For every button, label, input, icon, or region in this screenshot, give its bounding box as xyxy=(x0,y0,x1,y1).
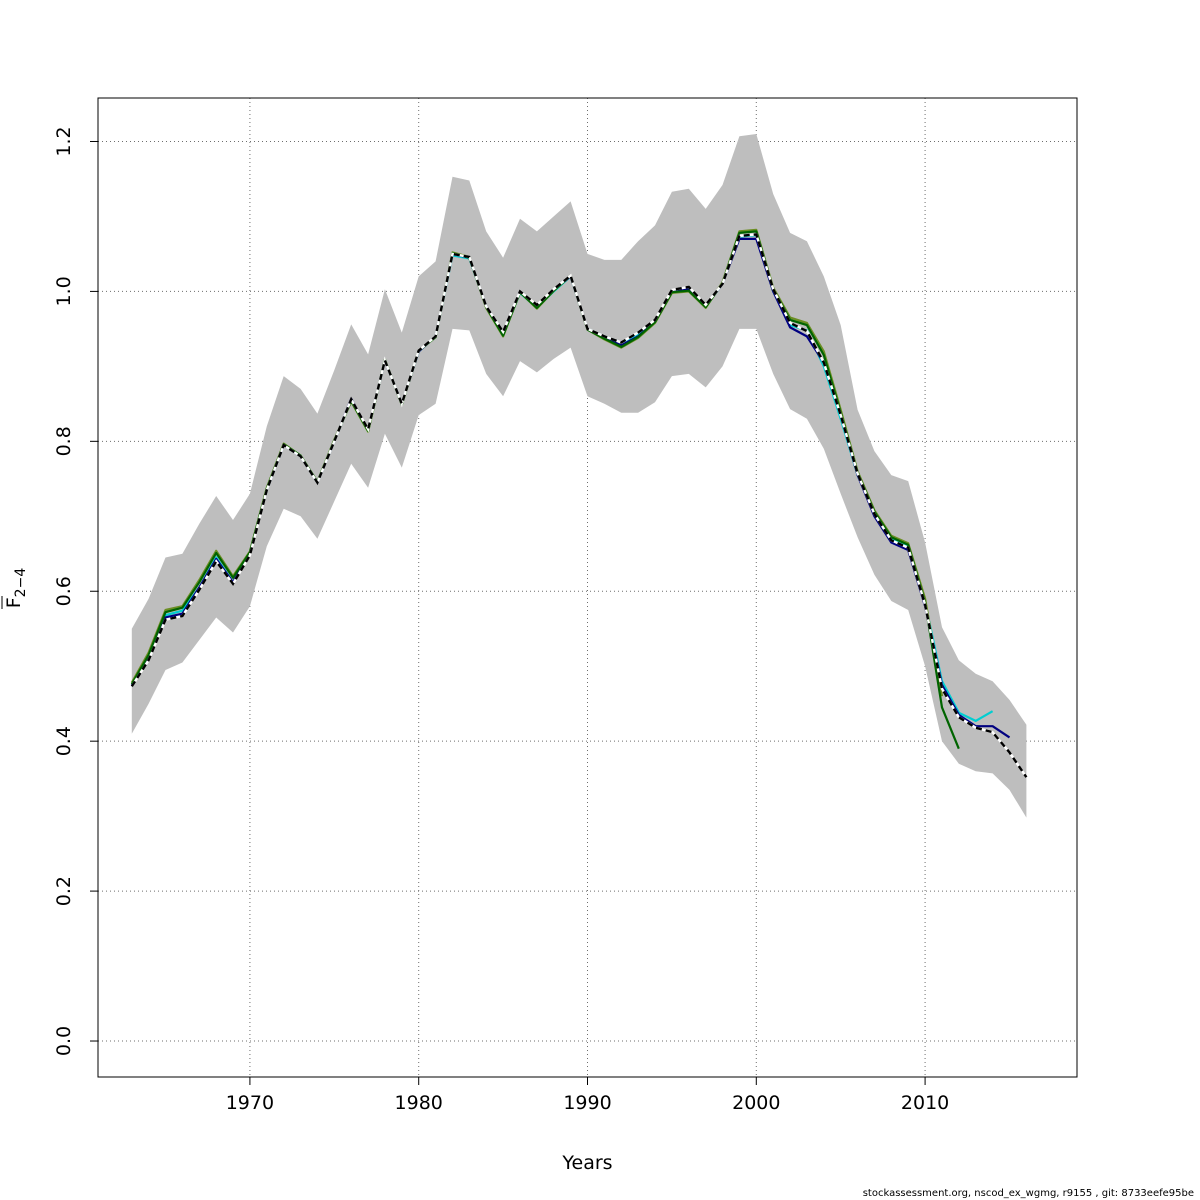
y-tick-label: 0.6 xyxy=(53,576,75,606)
y-tick-label: 1.0 xyxy=(53,276,75,306)
x-axis-title: Years xyxy=(561,1152,612,1174)
y-axis-title: F2−4 xyxy=(1,568,29,609)
svg-text:F2−4: F2−4 xyxy=(3,568,29,609)
x-tick-label: 2010 xyxy=(901,1092,949,1114)
y-tick-label: 0.2 xyxy=(53,876,75,906)
y-tick-label: 0.4 xyxy=(53,726,75,756)
y-tick-label: 0.0 xyxy=(53,1026,75,1056)
series-layer xyxy=(130,228,1028,778)
confidence-band xyxy=(131,134,1027,818)
y-axis-title-subscript: 2−4 xyxy=(13,568,29,598)
x-tick-label: 1980 xyxy=(395,1092,443,1114)
x-axis: 1970 1980 1990 2000 2010 xyxy=(226,1076,949,1114)
y-axis: 0.0 0.2 0.4 0.6 0.8 1.0 1.2 xyxy=(53,126,98,1056)
y-tick-label: 0.8 xyxy=(53,426,75,456)
y-axis-title-main: F xyxy=(3,597,25,608)
footer-credit: stockassessment.org, nscod_ex_wgmg, r915… xyxy=(862,1188,1194,1199)
series-line-4 xyxy=(130,233,1028,778)
x-tick-label: 2000 xyxy=(732,1092,780,1114)
x-tick-label: 1970 xyxy=(226,1092,274,1114)
confidence-band-layer xyxy=(131,134,1027,818)
y-tick-label: 1.2 xyxy=(53,126,75,156)
x-tick-label: 1990 xyxy=(563,1092,611,1114)
